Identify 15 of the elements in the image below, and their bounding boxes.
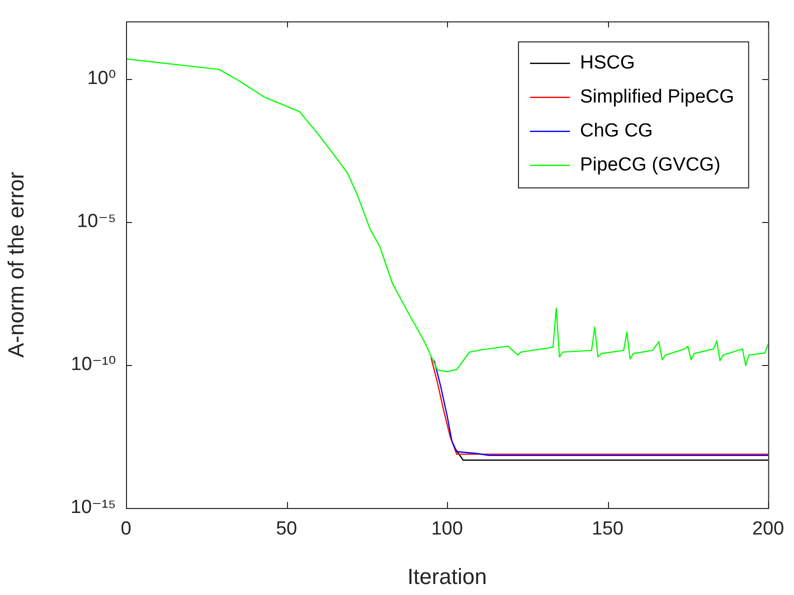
y-axis-title: A-norm of the error — [3, 172, 28, 358]
x-tick-label: 0 — [120, 518, 132, 540]
legend-label: Simplified PipeCG — [580, 86, 734, 108]
y-tick-label: 10⁻¹⁰ — [70, 354, 116, 376]
x-tick-label: 150 — [592, 518, 624, 540]
y-tick-label: 10⁻⁵ — [76, 211, 116, 232]
y-tick-label: 10⁻¹⁵ — [70, 497, 116, 518]
x-axis-title: Iteration — [407, 564, 487, 589]
x-tick-label: 200 — [752, 518, 784, 540]
y-tick-label: 10⁰ — [87, 68, 116, 89]
x-tick-label: 100 — [431, 518, 463, 540]
legend-label: PipeCG (GVCG) — [580, 154, 720, 176]
legend-label: HSCG — [580, 52, 635, 74]
legend-label: ChG CG — [580, 120, 653, 142]
x-tick-label: 50 — [276, 518, 298, 540]
